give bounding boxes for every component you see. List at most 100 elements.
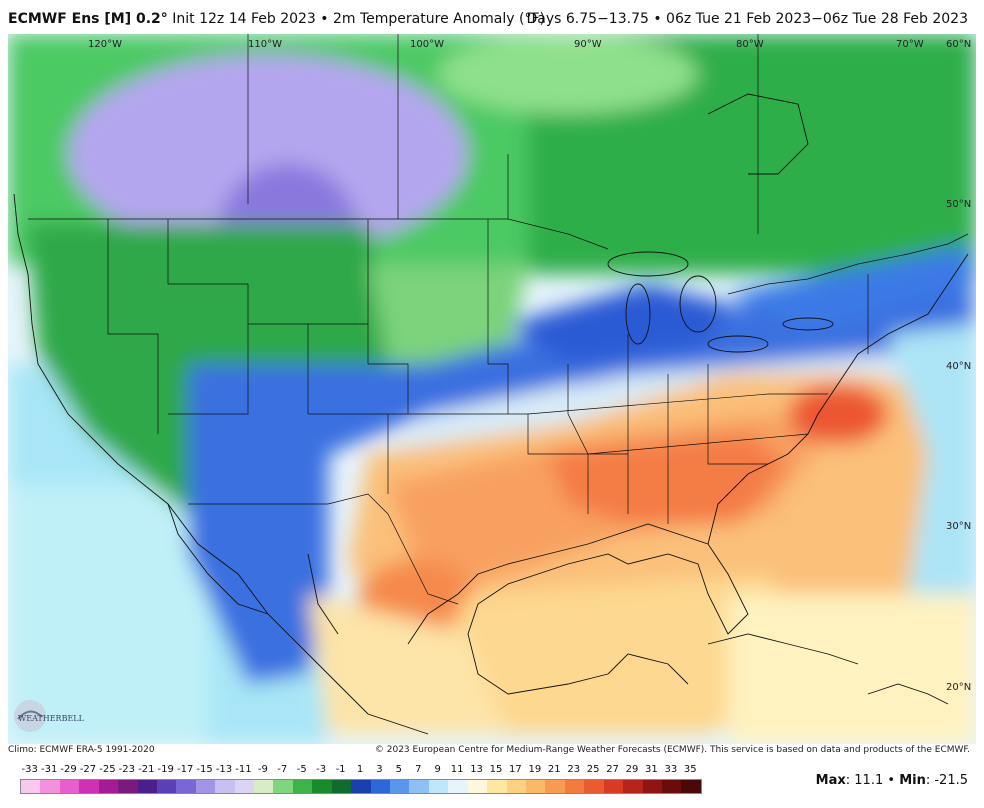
legend-tick-label: -29 <box>60 764 77 775</box>
legend-tick-label: 27 <box>606 764 619 775</box>
legend-swatch <box>176 780 196 793</box>
legend-tick-label: 13 <box>470 764 483 775</box>
legend-tick-label: -21 <box>138 764 155 775</box>
legend-swatch <box>118 780 138 793</box>
legend-tick-label: -31 <box>40 764 58 775</box>
legend-tick-label: -19 <box>157 764 174 775</box>
legend-tick-label: 33 <box>664 764 678 775</box>
legend-tick-label: -9 <box>257 764 268 775</box>
legend-tick-label: 9 <box>434 764 441 775</box>
legend-tick-label: -25 <box>99 764 116 775</box>
legend-swatch <box>545 780 565 793</box>
legend-tick-label: 21 <box>547 764 561 775</box>
legend-tick-label: 11 <box>450 764 464 775</box>
legend-swatch <box>642 780 662 793</box>
legend-tick-label: 1 <box>356 764 364 775</box>
legend-tick-label: 23 <box>567 764 581 775</box>
legend-swatch <box>215 780 235 793</box>
min-value: -21.5 <box>934 773 968 788</box>
legend-swatch <box>623 780 643 793</box>
color-legend: -33 -31 -29 -27 -25 -23 -21 -19 -17 -15 -13 -11 -9 -7… <box>14 764 704 804</box>
map-canvas: 120°W 110°W 100°W 90°W 80°W 70°W 60°N 50… <box>8 34 976 744</box>
legend-swatch <box>331 780 352 793</box>
legend-swatch <box>584 780 604 793</box>
legend-tick-label: 35 <box>683 764 697 775</box>
logo-text: WEATHERBELL <box>18 714 85 723</box>
lat-labels: 60°N 50°N 40°N 30°N 20°N <box>946 39 971 693</box>
legend-swatch <box>487 780 507 793</box>
legend-tick-label: -15 <box>196 764 213 775</box>
legend-swatch <box>370 780 391 793</box>
max-min-stats: Max: 11.1 • Min: -21.5 <box>815 773 968 788</box>
legend-tick-label: 3 <box>376 764 383 775</box>
legend-swatch <box>21 780 41 793</box>
legend-tick-label: 29 <box>625 764 639 775</box>
coastlines <box>13 93 969 735</box>
max-label: Max <box>815 773 846 788</box>
legend-tick-label: 19 <box>528 764 542 775</box>
legend-colorbar <box>20 779 702 794</box>
legend-swatch <box>292 780 313 793</box>
legend-swatch <box>506 780 526 793</box>
legend-swatch <box>564 780 585 793</box>
lat-label-20n: 20°N <box>946 682 971 693</box>
lat-label-30n: 30°N <box>946 521 971 532</box>
lat-label-40n: 40°N <box>946 361 971 372</box>
legend-tick-label: -13 <box>215 764 233 775</box>
legend-swatch <box>351 780 371 793</box>
stats-separator: • <box>887 773 896 788</box>
legend-swatch <box>195 780 216 793</box>
legend-tick-label: 25 <box>586 764 600 775</box>
legend-tick-label: 5 <box>395 764 403 775</box>
lon-label-70w: 70°W <box>896 39 924 50</box>
lon-labels: 120°W 110°W 100°W 90°W 80°W 70°W <box>88 39 924 50</box>
legend-labels: -33 -31 -29 -27 -25 -23 -21 -19 -17 -15 -13 -11 -9 -7… <box>14 764 704 778</box>
header-title: ECMWF Ens [M] 0.2° Init 12z 14 Feb 2023 … <box>8 11 545 27</box>
copyright-note: © 2023 European Centre for Medium-Range … <box>374 745 970 755</box>
legend-tick-label: -1 <box>335 764 346 775</box>
legend-tick-label: -7 <box>277 764 288 775</box>
lat-label-50n: 50°N <box>946 199 971 210</box>
legend-tick-label: -23 <box>118 764 136 775</box>
legend-swatch <box>59 780 80 793</box>
legend-tick-label: 7 <box>415 764 422 775</box>
anomaly-field <box>8 34 976 744</box>
legend-tick-label: 17 <box>509 764 522 775</box>
weatherbell-logo: WEATHERBELL <box>14 700 85 732</box>
min-label: Min <box>899 773 926 788</box>
legend-swatch <box>40 780 60 793</box>
legend-swatch <box>79 780 99 793</box>
valid-period: Days 6.75−13.75 • 06z Tue 21 Feb 2023−06… <box>526 11 968 27</box>
legend-tick-label: -3 <box>316 764 327 775</box>
legend-swatch <box>448 780 468 793</box>
legend-swatch <box>428 780 449 793</box>
legend-swatch <box>254 780 274 793</box>
anomaly-map[interactable]: 120°W 110°W 100°W 90°W 80°W 70°W 60°N 50… <box>8 34 976 744</box>
legend-swatch <box>312 780 332 793</box>
header: ECMWF Ens [M] 0.2° Init 12z 14 Feb 2023 … <box>0 0 984 34</box>
legend-swatch <box>603 780 624 793</box>
legend-tick-label: -27 <box>79 764 97 775</box>
legend-tick-label: 15 <box>489 764 503 775</box>
climo-note: Climo: ECMWF ERA-5 1991-2020 <box>8 745 155 755</box>
init-time: Init 12z 14 Feb 2023 <box>172 11 316 27</box>
max-value: 11.1 <box>854 773 884 788</box>
lon-label-80w: 80°W <box>736 39 764 50</box>
legend-swatch <box>273 780 293 793</box>
lon-label-120w: 120°W <box>88 39 122 50</box>
legend-swatch <box>390 780 410 793</box>
legend-swatch <box>234 780 255 793</box>
borders <box>28 34 969 605</box>
legend-tick-label: -33 <box>21 764 38 775</box>
legend-swatch <box>661 780 682 793</box>
legend-swatch <box>137 780 157 793</box>
lat-label-60n: 60°N <box>946 39 971 50</box>
legend-swatch <box>156 780 177 793</box>
legend-swatch <box>409 780 429 793</box>
legend-tick-label: -5 <box>296 764 307 775</box>
legend-swatch <box>98 780 119 793</box>
model-name: ECMWF Ens [M] 0.2° <box>8 11 168 27</box>
legend-tick-label: 31 <box>645 764 658 775</box>
lon-label-110w: 110°W <box>248 39 282 50</box>
lon-label-90w: 90°W <box>574 39 602 50</box>
